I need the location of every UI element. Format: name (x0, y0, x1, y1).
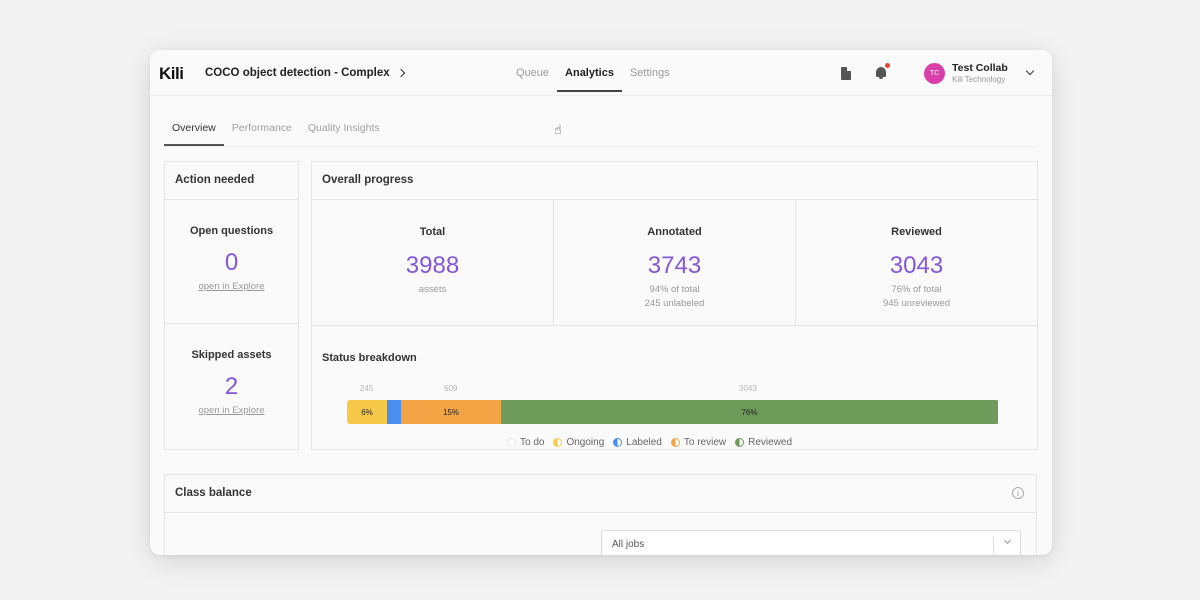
legend-item-ongoing[interactable]: Ongoing (553, 437, 604, 448)
app-window: Kili COCO object detection - Complex Que… (150, 50, 1052, 555)
user-name[interactable]: Test Collab (952, 62, 1008, 74)
stat-reviewed: Reviewed 3043 76% of total 945 unreviewe… (796, 200, 1037, 325)
stat-reviewed-percent: 76% of total (891, 284, 942, 295)
user-org: Kili Technology (952, 75, 1006, 84)
stat-reviewed-label: Reviewed (891, 226, 942, 238)
analytics-subtabs: Overview Performance Quality Insights (164, 116, 388, 146)
project-breadcrumb[interactable]: COCO object detection - Complex (205, 67, 405, 79)
legend-item-reviewed[interactable]: Reviewed (735, 437, 792, 448)
class-balance-title: Class balance (175, 487, 252, 499)
chevron-down-icon (1003, 536, 1012, 545)
stat-total-value: 3988 (405, 252, 460, 279)
marker-ongoing: 245 (360, 384, 374, 393)
subtab-overview[interactable]: Overview (164, 116, 224, 146)
skipped-assets-label: Skipped assets (191, 349, 272, 361)
subtab-performance[interactable]: Performance (231, 122, 292, 134)
legend-label: Labeled (626, 437, 662, 448)
stat-reviewed-value: 3043 (889, 252, 944, 279)
avatar[interactable]: TC (924, 63, 945, 84)
overall-progress-title: Overall progress (322, 174, 414, 186)
bar-segment-to-review[interactable]: 15% (401, 400, 501, 424)
stat-total-label: Total (419, 226, 446, 238)
stat-reviewed-unreviewed: 945 unreviewed (882, 298, 951, 309)
stat-annotated: Annotated 3743 94% of total 245 unlabele… (554, 200, 796, 325)
open-questions-value: 0 (224, 249, 239, 276)
skipped-assets-cell: Skipped assets 2 open in Explore (165, 324, 298, 450)
legend-swatch (613, 438, 623, 447)
action-needed-title: Action needed (175, 174, 255, 186)
subtab-quality-insights[interactable]: Quality Insights (307, 122, 380, 134)
tab-analytics[interactable]: Analytics (557, 50, 622, 92)
stat-annotated-value: 3743 (647, 252, 702, 279)
progress-stats: Total 3988 assets Annotated 3743 94% of … (312, 200, 1037, 326)
legend-swatch (670, 438, 680, 447)
legend-item-labeled[interactable]: Labeled (613, 437, 662, 448)
stat-total-sub: assets (418, 284, 447, 295)
status-breakdown-bar[interactable]: 6% 15% 76% (347, 400, 999, 424)
action-needed-card: Action needed Open questions 0 open in E… (164, 161, 299, 450)
bar-segment-ongoing[interactable]: 6% (347, 400, 387, 424)
main-nav: Queue Analytics Settings (508, 50, 678, 96)
legend-label: Ongoing (566, 437, 605, 448)
open-questions-label: Open questions (189, 225, 274, 237)
legend-item-to-review[interactable]: To review (670, 437, 727, 448)
bar-segment-reviewed[interactable]: 76% (501, 400, 998, 424)
status-breakdown-title: Status breakdown (322, 352, 417, 364)
select-divider (993, 537, 994, 555)
overall-progress-card: Overall progress Total 3988 assets Annot… (311, 161, 1038, 450)
hand-cursor-icon: ☝ (554, 122, 562, 137)
marker-reviewed: 3043 (739, 384, 757, 393)
stat-total: Total 3988 assets (312, 200, 554, 325)
skipped-assets-explore-link[interactable]: open in Explore (198, 405, 265, 416)
bell-icon[interactable] (875, 63, 890, 80)
skipped-assets-value: 2 (224, 373, 239, 400)
project-name: COCO object detection - Complex (205, 67, 390, 79)
marker-to-review: 609 (444, 384, 458, 393)
kili-logo[interactable]: Kili (159, 64, 184, 83)
legend-item-to-do[interactable]: To do (507, 437, 544, 448)
class-balance-card: Class balance i All jobs (164, 474, 1037, 555)
bar-segment-labeled[interactable] (387, 400, 401, 424)
document-icon[interactable] (841, 67, 851, 80)
info-icon[interactable]: i (1012, 487, 1024, 499)
chevron-down-icon[interactable] (1025, 66, 1035, 76)
notification-dot (885, 63, 890, 68)
legend-label: Reviewed (748, 437, 793, 448)
open-questions-explore-link[interactable]: open in Explore (198, 281, 265, 292)
legend-swatch (735, 438, 745, 447)
legend-label: To review (683, 437, 727, 448)
legend-label: To do (520, 437, 545, 448)
stat-annotated-percent: 94% of total (649, 284, 700, 295)
chevron-right-icon (396, 68, 405, 78)
status-legend: To do Ongoing Labeled To review Reviewed (507, 437, 792, 448)
legend-swatch (553, 438, 563, 447)
stat-annotated-label: Annotated (647, 226, 702, 238)
tab-queue[interactable]: Queue (516, 67, 550, 79)
subtabs-divider (164, 146, 1037, 147)
legend-swatch (507, 438, 516, 447)
job-select[interactable]: All jobs (601, 530, 1021, 555)
stat-annotated-unlabeled: 245 unlabeled (644, 298, 705, 309)
job-select-value: All jobs (612, 539, 645, 550)
tab-settings[interactable]: Settings (629, 67, 670, 79)
top-bar: Kili COCO object detection - Complex Que… (150, 50, 1052, 96)
open-questions-cell: Open questions 0 open in Explore (165, 200, 298, 324)
